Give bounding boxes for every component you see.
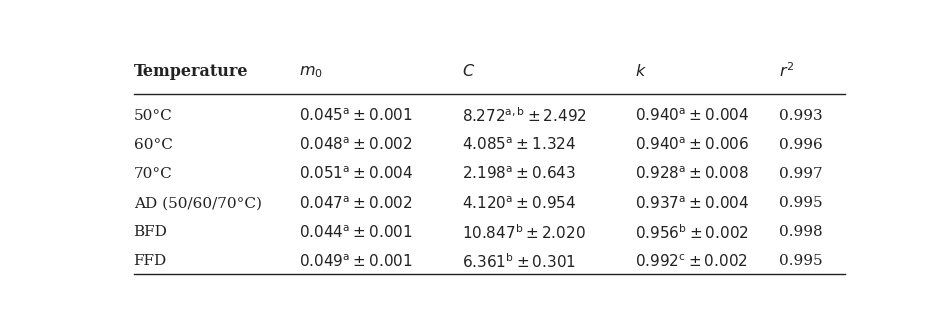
Text: $\mathit{k}$: $\mathit{k}$ [634,63,647,80]
Text: 70°C: 70°C [133,167,172,181]
Text: $\mathit{r}^2$: $\mathit{r}^2$ [779,62,794,81]
Text: $0.051^{\mathrm{a}} \pm 0.004$: $0.051^{\mathrm{a}} \pm 0.004$ [300,166,414,182]
Text: 0.996: 0.996 [779,138,823,152]
Text: $2.198^{\mathrm{a}} \pm 0.643$: $2.198^{\mathrm{a}} \pm 0.643$ [461,166,575,182]
Text: $0.992^{\mathrm{c}} \pm 0.002$: $0.992^{\mathrm{c}} \pm 0.002$ [634,253,747,270]
Text: $0.928^{\mathrm{a}} \pm 0.008$: $0.928^{\mathrm{a}} \pm 0.008$ [634,166,748,182]
Text: $0.956^{\mathrm{b}} \pm 0.002$: $0.956^{\mathrm{b}} \pm 0.002$ [634,223,748,242]
Text: 0.997: 0.997 [779,167,822,181]
Text: $0.048^{\mathrm{a}} \pm 0.002$: $0.048^{\mathrm{a}} \pm 0.002$ [300,137,413,153]
Text: $0.045^{\mathrm{a}} \pm 0.001$: $0.045^{\mathrm{a}} \pm 0.001$ [300,108,413,124]
Text: BFD: BFD [133,225,167,239]
Text: $0.940^{\mathrm{a}} \pm 0.004$: $0.940^{\mathrm{a}} \pm 0.004$ [634,108,749,124]
Text: $0.044^{\mathrm{a}} \pm 0.001$: $0.044^{\mathrm{a}} \pm 0.001$ [300,224,413,241]
Text: $0.049^{\mathrm{a}} \pm 0.001$: $0.049^{\mathrm{a}} \pm 0.001$ [300,253,413,270]
Text: $\mathit{m}_0$: $\mathit{m}_0$ [300,63,323,80]
Text: $0.940^{\mathrm{a}} \pm 0.006$: $0.940^{\mathrm{a}} \pm 0.006$ [634,137,749,153]
Text: FFD: FFD [133,254,166,268]
Text: $0.047^{\mathrm{a}} \pm 0.002$: $0.047^{\mathrm{a}} \pm 0.002$ [300,195,413,212]
Text: Temperature: Temperature [133,63,248,80]
Text: 50°C: 50°C [133,109,172,123]
Text: $8.272^{\mathrm{a,b}} \pm 2.492$: $8.272^{\mathrm{a,b}} \pm 2.492$ [461,107,587,125]
Text: AD (50/60/70°C): AD (50/60/70°C) [133,196,262,210]
Text: $4.120^{\mathrm{a}} \pm 0.954$: $4.120^{\mathrm{a}} \pm 0.954$ [461,195,576,212]
Text: $6.361^{\mathrm{b}} \pm 0.301$: $6.361^{\mathrm{b}} \pm 0.301$ [461,252,575,271]
Text: 0.998: 0.998 [779,225,822,239]
Text: 0.995: 0.995 [779,254,822,268]
Text: $\mathit{C}$: $\mathit{C}$ [461,63,475,80]
Text: $10.847^{\mathrm{b}} \pm 2.020$: $10.847^{\mathrm{b}} \pm 2.020$ [461,223,585,242]
Text: 0.995: 0.995 [779,196,822,210]
Text: $4.085^{\mathrm{a}} \pm 1.324$: $4.085^{\mathrm{a}} \pm 1.324$ [461,137,576,153]
Text: 60°C: 60°C [133,138,172,152]
Text: 0.993: 0.993 [779,109,822,123]
Text: $0.937^{\mathrm{a}} \pm 0.004$: $0.937^{\mathrm{a}} \pm 0.004$ [634,195,749,212]
